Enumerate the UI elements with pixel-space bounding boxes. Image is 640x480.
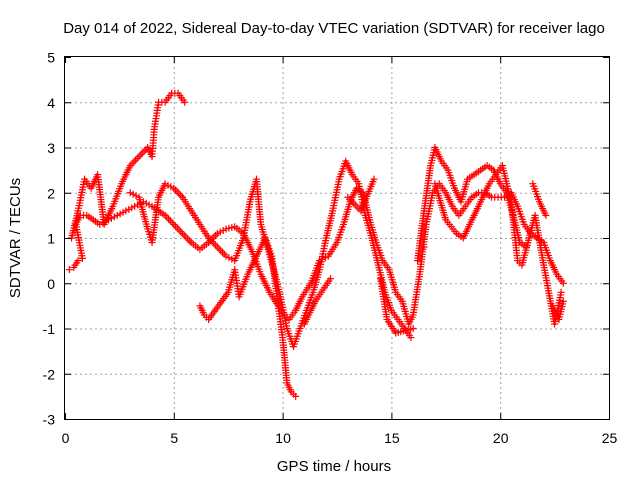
y-tick-label: 2: [47, 185, 55, 201]
x-tick-label: 10: [275, 430, 291, 446]
data-point: [130, 158, 138, 166]
y-axis-label: SDTVAR / TECUs: [7, 178, 24, 298]
data-point: [220, 250, 228, 258]
y-tick-label: 5: [47, 50, 55, 66]
data-point: [215, 245, 223, 253]
data-point: [166, 217, 174, 225]
y-tick-label: 3: [47, 140, 55, 156]
data-markers: [65, 89, 567, 400]
data-point: [137, 151, 145, 159]
data-point: [138, 149, 146, 157]
data-point: [292, 392, 300, 400]
data-point: [168, 219, 176, 227]
x-tick-label: 25: [602, 430, 618, 446]
plot-frame: [64, 56, 610, 420]
data-point: [559, 297, 567, 305]
data-point: [65, 266, 73, 274]
data-point: [172, 222, 180, 230]
x-tick-label: 5: [170, 430, 178, 446]
data-point: [212, 231, 220, 239]
chart-title: Day 014 of 2022, Sidereal Day-to-day VTE…: [63, 20, 605, 37]
x-tick-label: 0: [62, 430, 70, 446]
y-tick-label: -1: [43, 321, 56, 337]
x-tick-label: 20: [493, 430, 509, 446]
data-point: [181, 98, 189, 106]
data-point: [175, 226, 183, 234]
data-point: [135, 153, 143, 161]
data-point: [182, 233, 190, 241]
data-point: [213, 243, 221, 251]
data-point: [217, 247, 225, 255]
data-point: [219, 248, 227, 256]
data-point: [179, 229, 187, 237]
data-point: [140, 147, 148, 155]
data-point: [409, 325, 417, 332]
data-point: [212, 241, 220, 249]
data-point: [370, 175, 378, 183]
y-tick-label: -3: [43, 412, 56, 428]
grid-lines: [65, 57, 609, 419]
data-point: [177, 191, 185, 199]
data-point: [172, 186, 180, 194]
data-point: [173, 224, 181, 232]
x-tick-label: 15: [384, 430, 400, 446]
data-point: [177, 228, 185, 236]
y-tick-label: -2: [43, 366, 56, 382]
y-tick-label: 1: [47, 231, 55, 247]
data-point: [180, 231, 188, 239]
data-point: [175, 190, 183, 198]
data-point: [559, 279, 567, 287]
axis-ticks: 0 5 10 15 20 25 -3 -2 -1 0 1 2 3 4 5: [43, 50, 618, 447]
data-point: [165, 215, 173, 223]
series-s2: [68, 89, 567, 351]
data-point: [557, 288, 565, 296]
data-point: [133, 154, 141, 162]
y-tick-label: 0: [47, 276, 55, 292]
data-point: [326, 275, 334, 283]
y-tick-label: 4: [47, 95, 55, 111]
series-s3: [196, 162, 565, 400]
data-point: [163, 213, 171, 221]
data-point: [420, 243, 428, 251]
data-point: [132, 156, 140, 164]
data-point: [74, 257, 82, 265]
data-point: [184, 235, 192, 243]
data-point: [542, 211, 550, 219]
data-point: [170, 220, 178, 228]
data-point: [173, 188, 181, 196]
data-point: [407, 334, 415, 342]
x-axis-label: GPS time / hours: [277, 458, 391, 475]
